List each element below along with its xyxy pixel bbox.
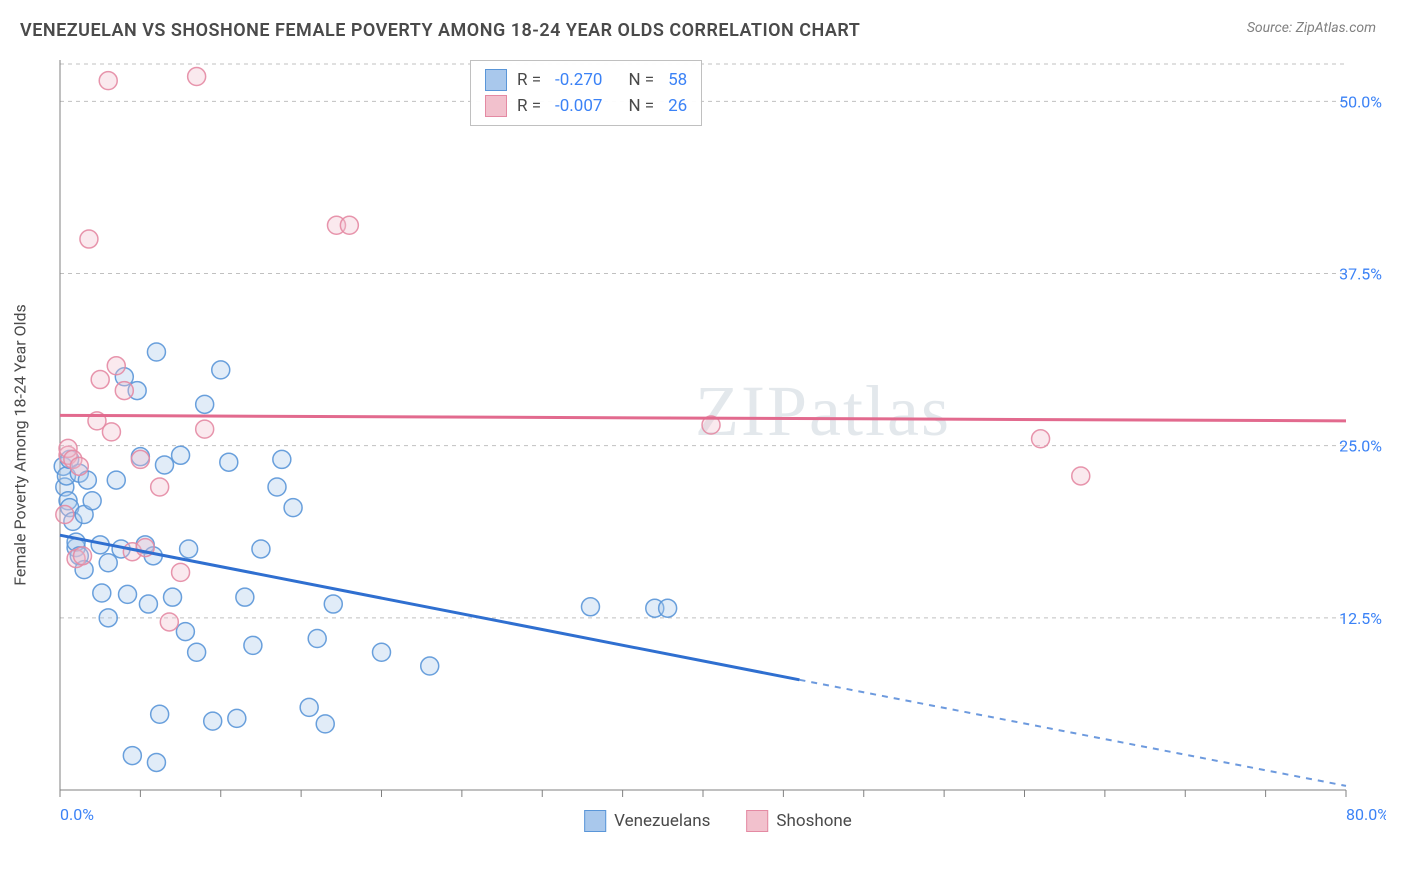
data-point (268, 478, 286, 496)
data-point (316, 715, 334, 733)
data-point (119, 585, 137, 603)
data-point (421, 657, 439, 675)
data-point (115, 382, 133, 400)
scatter-plot: 12.5% 25.0% 37.5% 50.0% ZIPatlas 0.0% 80.0% (50, 60, 1386, 830)
data-point (74, 547, 92, 565)
x-origin-label: 0.0% (60, 805, 94, 824)
legend-swatch (584, 810, 606, 832)
data-point (373, 643, 391, 661)
data-point (80, 230, 98, 248)
data-point (188, 643, 206, 661)
y-tick-label: 12.5% (1339, 609, 1382, 628)
legend-stat-row: R = -0.270 N = 58 (485, 67, 687, 93)
y-axis-label: Female Poverty Among 18-24 Year Olds (11, 304, 30, 586)
data-point (123, 747, 141, 765)
chart-area: Female Poverty Among 18-24 Year Olds 12.… (50, 60, 1386, 830)
data-point (99, 609, 117, 627)
data-point (151, 705, 169, 723)
data-point (324, 595, 342, 613)
data-point (99, 554, 117, 572)
data-point (164, 588, 182, 606)
source-attribution: Source: ZipAtlas.com (1247, 20, 1376, 36)
data-point (176, 623, 194, 641)
legend-item: Venezuelans (584, 810, 710, 832)
n-label: N = (628, 96, 654, 116)
data-point (228, 709, 246, 727)
r-label: R = (517, 70, 541, 90)
data-point (70, 457, 88, 475)
data-point (1032, 430, 1050, 448)
data-point (273, 450, 291, 468)
data-point (99, 72, 117, 90)
correlation-legend: R = -0.270 N = 58 R = -0.007 N = 26 (470, 60, 702, 126)
data-point (102, 423, 120, 441)
y-tick-label: 50.0% (1339, 92, 1382, 111)
data-point (131, 450, 149, 468)
legend-stat-row: R = -0.007 N = 26 (485, 93, 687, 119)
watermark: ZIPatlas (695, 371, 951, 451)
data-point (188, 68, 206, 86)
data-point (160, 613, 178, 631)
data-point (236, 588, 254, 606)
data-point (56, 506, 74, 524)
legend-swatch (746, 810, 768, 832)
data-point (147, 343, 165, 361)
legend-item: Shoshone (746, 810, 851, 832)
source-prefix: Source: (1247, 20, 1296, 36)
trend-line-extrapolated (799, 680, 1346, 786)
data-point (284, 499, 302, 517)
data-point (300, 698, 318, 716)
data-point (180, 540, 198, 558)
data-point (1072, 467, 1090, 485)
data-point (581, 598, 599, 616)
n-label: N = (628, 70, 654, 90)
n-value: 26 (668, 96, 687, 116)
y-tick-label: 37.5% (1339, 264, 1382, 283)
r-label: R = (517, 96, 541, 116)
data-point (340, 216, 358, 234)
y-tick-label: 25.0% (1339, 437, 1382, 456)
data-point (107, 471, 125, 489)
legend-label: Shoshone (776, 811, 851, 831)
data-point (204, 712, 222, 730)
legend-label: Venezuelans (614, 811, 710, 831)
data-point (172, 446, 190, 464)
data-point (83, 492, 101, 510)
chart-title: VENEZUELAN VS SHOSHONE FEMALE POVERTY AM… (20, 20, 860, 41)
r-value: -0.270 (555, 70, 602, 90)
data-point (93, 584, 111, 602)
data-point (139, 595, 157, 613)
data-point (107, 357, 125, 375)
series-legend: Venezuelans Shoshone (584, 810, 852, 832)
legend-swatch (485, 69, 507, 91)
source-name: ZipAtlas.com (1296, 20, 1376, 36)
data-point (172, 563, 190, 581)
data-point (147, 753, 165, 771)
r-value: -0.007 (555, 96, 602, 116)
data-point (196, 395, 214, 413)
data-point (151, 478, 169, 496)
data-point (244, 636, 262, 654)
data-point (659, 599, 677, 617)
data-point (91, 371, 109, 389)
legend-swatch (485, 95, 507, 117)
data-point (212, 361, 230, 379)
x-end-label: 80.0% (1346, 805, 1386, 824)
n-value: 58 (668, 70, 687, 90)
data-point (155, 456, 173, 474)
data-point (220, 453, 238, 471)
data-point (252, 540, 270, 558)
data-point (308, 629, 326, 647)
data-point (196, 420, 214, 438)
